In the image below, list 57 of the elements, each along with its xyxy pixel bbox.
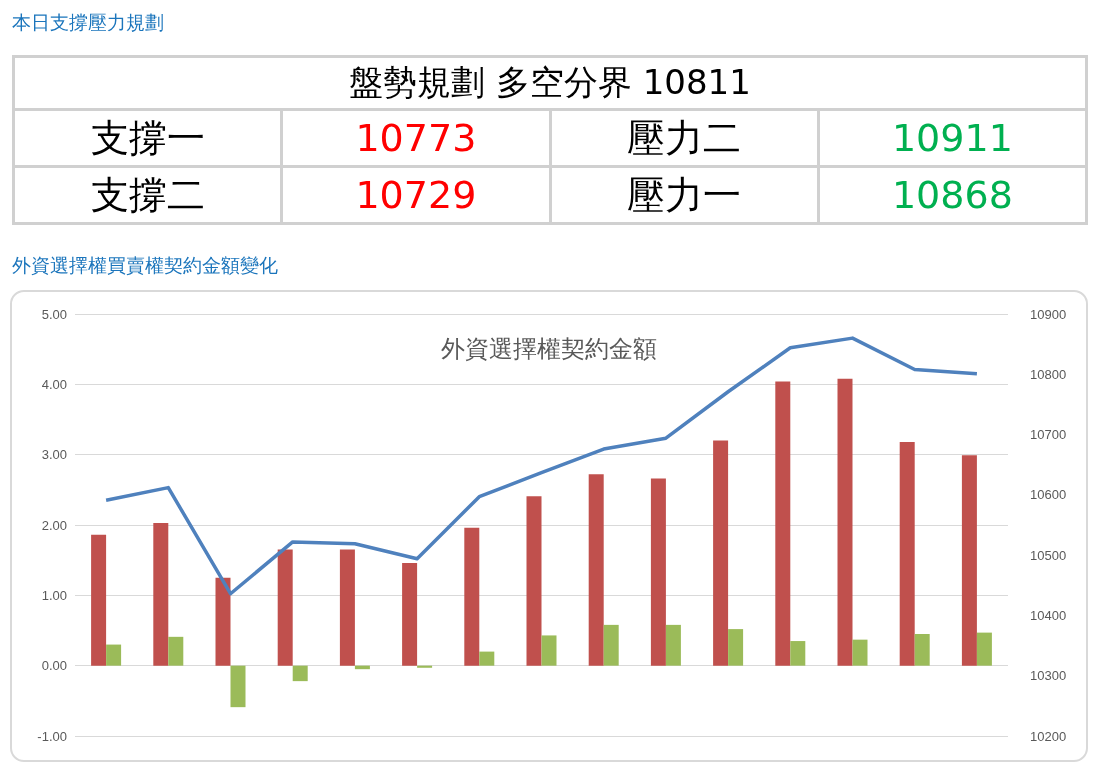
y2-tick-label: 10600: [1030, 487, 1067, 503]
bar: [464, 527, 480, 666]
bar: [292, 665, 308, 682]
y2-tick-label: 10900: [1030, 306, 1067, 322]
bar: [168, 636, 184, 666]
bar: [215, 577, 231, 666]
text: 支撐二: [13, 166, 282, 224]
bar: [899, 442, 915, 666]
bar: [837, 378, 853, 666]
bar: [106, 644, 122, 666]
bar: [339, 549, 355, 666]
y-tick-label: 5.00: [41, 306, 67, 322]
bar: [790, 641, 806, 666]
bar: [91, 534, 107, 666]
text: 支撐一: [13, 109, 282, 167]
text: 盤勢規劃 多空分界 10811: [13, 56, 1087, 110]
y2-tick-label: 10800: [1030, 366, 1067, 382]
y2-tick-label: 10200: [1030, 728, 1067, 744]
y-tick-label: -1.00: [37, 728, 67, 744]
bar: [728, 629, 744, 666]
bar: [479, 651, 495, 666]
y2-tick-label: 10700: [1030, 427, 1067, 443]
bar: [665, 624, 681, 666]
bar: [402, 562, 418, 666]
text: 10729: [281, 166, 550, 224]
text: 10868: [818, 166, 1087, 224]
y-tick-label: 3.00: [41, 447, 67, 463]
text: 10773: [281, 109, 550, 167]
bar: [603, 624, 619, 666]
bar: [650, 478, 666, 666]
bar: [277, 549, 293, 666]
bar: [153, 522, 169, 666]
y-tick-label: 0.00: [41, 658, 67, 674]
y-tick-label: 1.00: [41, 587, 67, 603]
bar: [417, 665, 433, 668]
bar: [230, 665, 246, 708]
y2-tick-label: 10400: [1030, 607, 1067, 623]
chart-title: 外資選擇權買賣權契約金額變化: [12, 253, 278, 278]
text: 本日支撐壓力規劃: [12, 10, 164, 35]
bar: [852, 639, 868, 666]
text: 壓力一: [550, 166, 819, 224]
text: 外資選擇權契約金額: [441, 335, 657, 363]
bar: [976, 632, 992, 666]
bar: [526, 496, 542, 666]
y2-tick-label: 10500: [1030, 547, 1067, 563]
bar: [914, 634, 930, 666]
y-tick-label: 2.00: [41, 517, 67, 533]
bar: [775, 381, 791, 666]
bar: [713, 440, 729, 666]
bar: [961, 455, 977, 666]
y-tick-label: 4.00: [41, 376, 67, 392]
text: 壓力二: [550, 109, 819, 167]
text: 10911: [818, 109, 1087, 167]
line-series: [104, 336, 979, 596]
y2-tick-label: 10300: [1030, 668, 1067, 684]
bar: [588, 474, 604, 666]
bar: [541, 635, 557, 666]
